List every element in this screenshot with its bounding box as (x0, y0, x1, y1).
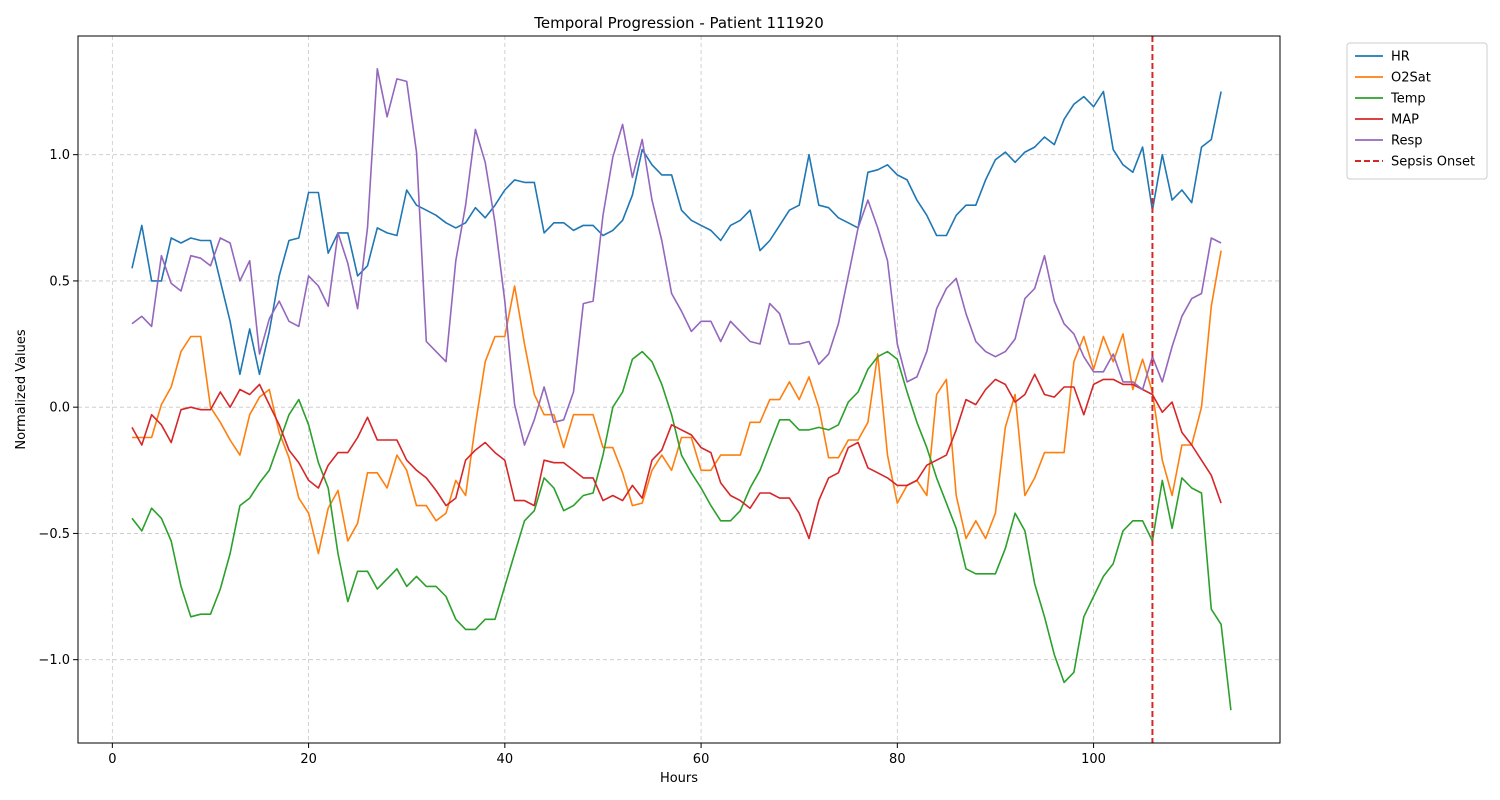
x-tick-label: 40 (497, 752, 514, 767)
x-tick-label: 60 (693, 752, 710, 767)
y-axis-label: Normalized Values (14, 329, 29, 450)
plot-frame (77, 35, 1281, 744)
legend-label: HR (1391, 50, 1410, 65)
legend-label: O2Sat (1391, 71, 1431, 86)
x-tick-label: 0 (108, 752, 116, 767)
x-axis-label: Hours (660, 771, 698, 786)
series-line-resp (131, 68, 1222, 446)
x-tick-label: 100 (1081, 752, 1106, 767)
y-tick-label: −0.5 (38, 527, 70, 542)
series-line-temp (131, 350, 1232, 711)
legend-label: MAP (1391, 113, 1419, 128)
chart-title: Temporal Progression - Patient 111920 (533, 14, 824, 32)
y-tick-label: −1.0 (38, 653, 70, 668)
series-lines (131, 68, 1232, 711)
legend: HR O2Sat Temp MAP Resp Sepsis Onset (1346, 42, 1488, 180)
y-tick-label: 1.0 (49, 148, 70, 163)
x-axis-ticks: 0 20 40 60 80 100 (108, 743, 1106, 767)
series-line-hr (131, 90, 1222, 376)
grid-lines (78, 36, 1280, 743)
series-line-o2sat (132, 250, 1222, 555)
legend-label: Resp (1391, 134, 1422, 149)
y-axis-ticks: −1.0 −0.5 0.0 0.5 1.0 (38, 148, 78, 668)
y-tick-label: 0.5 (49, 274, 70, 289)
series-line-map (131, 373, 1222, 540)
legend-label: Temp (1390, 92, 1426, 107)
x-tick-label: 20 (300, 752, 317, 767)
x-tick-label: 80 (889, 752, 906, 767)
legend-label: Sepsis Onset (1391, 155, 1475, 170)
y-tick-label: 0.0 (49, 401, 70, 416)
